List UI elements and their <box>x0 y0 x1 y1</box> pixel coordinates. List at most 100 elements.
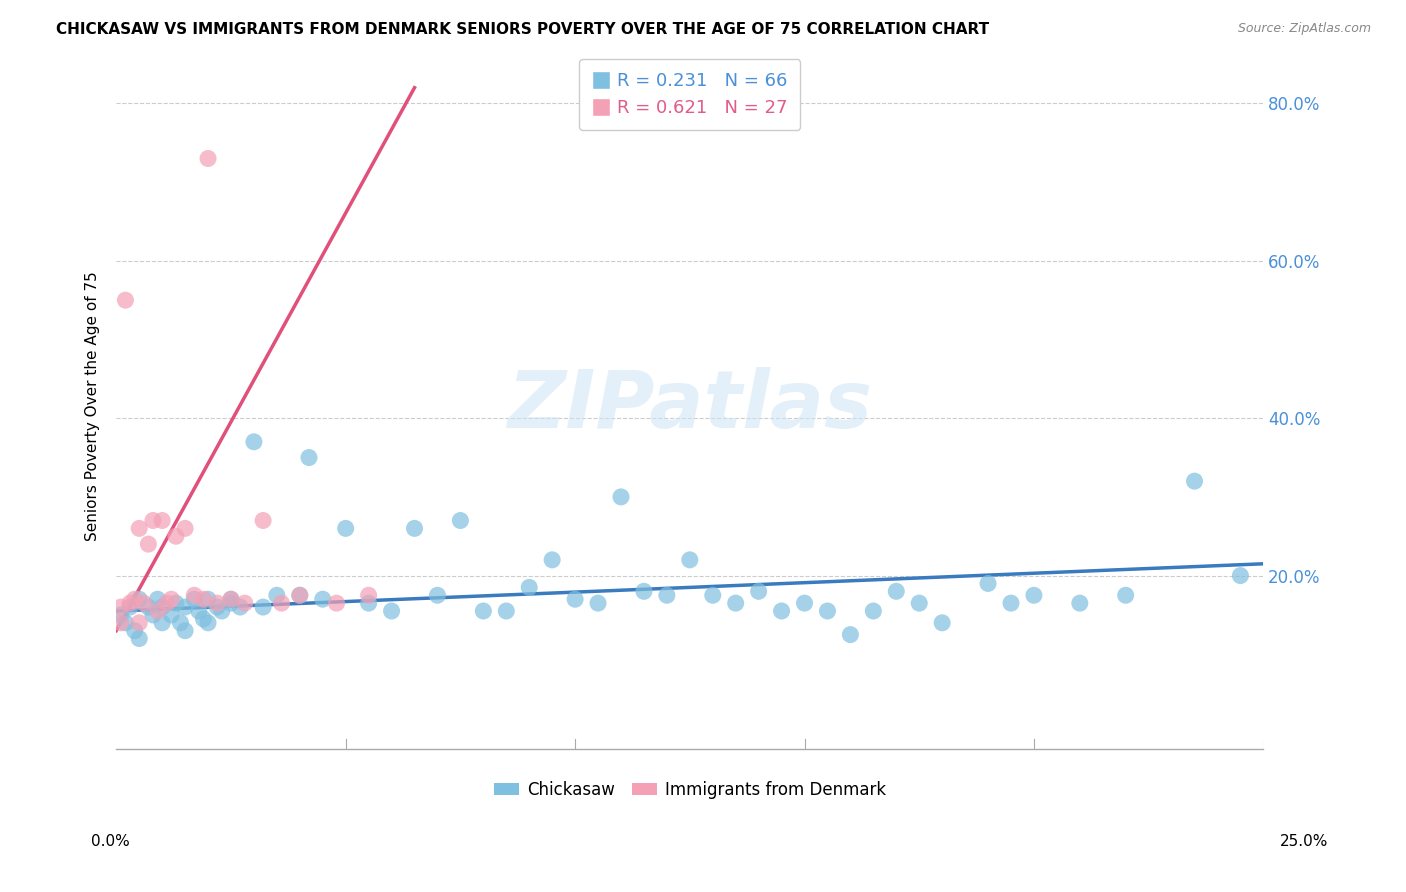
Text: 0.0%: 0.0% <box>91 834 131 848</box>
Point <box>233 596 256 610</box>
Point <box>252 600 274 615</box>
Point <box>325 596 347 610</box>
Point <box>165 529 187 543</box>
Point <box>110 615 132 630</box>
Point <box>357 588 380 602</box>
Point <box>124 592 146 607</box>
Point <box>839 627 862 641</box>
Point <box>610 490 633 504</box>
Point <box>1000 596 1022 610</box>
Point <box>187 604 209 618</box>
Text: Source: ZipAtlas.com: Source: ZipAtlas.com <box>1237 22 1371 36</box>
Point <box>138 537 160 551</box>
Point <box>884 584 907 599</box>
Point <box>702 588 724 602</box>
Point <box>862 604 884 618</box>
Point <box>298 450 321 465</box>
Point <box>114 615 136 630</box>
Point <box>633 584 655 599</box>
Point <box>114 293 136 307</box>
Point <box>150 615 173 630</box>
Point <box>586 596 609 610</box>
Point <box>142 607 165 622</box>
Text: 25.0%: 25.0% <box>1281 834 1329 848</box>
Point <box>288 588 311 602</box>
Point <box>142 514 165 528</box>
Point <box>679 553 702 567</box>
Point <box>931 615 953 630</box>
Point <box>655 588 678 602</box>
Point <box>1115 588 1137 602</box>
Point <box>174 600 197 615</box>
Point <box>426 588 449 602</box>
Point <box>219 596 242 610</box>
Point <box>174 521 197 535</box>
Point <box>128 615 150 630</box>
Point <box>174 624 197 638</box>
Point <box>517 581 540 595</box>
Point <box>197 152 219 166</box>
Point <box>312 592 335 607</box>
Point <box>193 612 215 626</box>
Point <box>118 600 141 615</box>
Point <box>793 596 815 610</box>
Point <box>908 596 931 610</box>
Point <box>1184 474 1206 488</box>
Point <box>197 592 219 607</box>
Point <box>160 592 183 607</box>
Point <box>124 624 146 638</box>
Point <box>380 604 402 618</box>
Point <box>132 596 155 610</box>
Point <box>266 588 288 602</box>
Y-axis label: Seniors Poverty Over the Age of 75: Seniors Poverty Over the Age of 75 <box>86 271 100 541</box>
Point <box>110 607 132 622</box>
Point <box>449 514 471 528</box>
Point <box>146 604 169 618</box>
Point <box>150 600 173 615</box>
Point <box>197 615 219 630</box>
Point <box>252 514 274 528</box>
Point <box>270 596 292 610</box>
Point <box>1069 596 1091 610</box>
Point <box>243 434 266 449</box>
Point <box>165 596 187 610</box>
Point <box>541 553 564 567</box>
Point <box>110 600 132 615</box>
Point <box>219 592 242 607</box>
Point <box>472 604 495 618</box>
Point <box>211 604 233 618</box>
Point <box>495 604 517 618</box>
Point <box>229 600 252 615</box>
Point <box>770 604 793 618</box>
Point <box>138 600 160 615</box>
Point <box>335 521 357 535</box>
Point <box>183 592 205 607</box>
Point <box>160 607 183 622</box>
Point <box>169 615 191 630</box>
Point <box>1022 588 1045 602</box>
Point <box>288 588 311 602</box>
Legend: Chickasaw, Immigrants from Denmark: Chickasaw, Immigrants from Denmark <box>486 774 893 805</box>
Point <box>183 588 205 602</box>
Point <box>193 592 215 607</box>
Point <box>817 604 839 618</box>
Point <box>128 521 150 535</box>
Point <box>205 596 228 610</box>
Text: CHICKASAW VS IMMIGRANTS FROM DENMARK SENIORS POVERTY OVER THE AGE OF 75 CORRELAT: CHICKASAW VS IMMIGRANTS FROM DENMARK SEN… <box>56 22 990 37</box>
Point <box>128 592 150 607</box>
Text: ZIPatlas: ZIPatlas <box>508 368 872 445</box>
Point <box>724 596 747 610</box>
Point <box>128 632 150 646</box>
Point <box>156 596 179 610</box>
Point <box>146 592 169 607</box>
Point <box>219 592 242 607</box>
Point <box>404 521 426 535</box>
Point <box>150 514 173 528</box>
Point <box>564 592 586 607</box>
Point <box>748 584 770 599</box>
Point <box>357 596 380 610</box>
Point <box>118 596 141 610</box>
Point <box>977 576 1000 591</box>
Point <box>205 600 228 615</box>
Point <box>1229 568 1251 582</box>
